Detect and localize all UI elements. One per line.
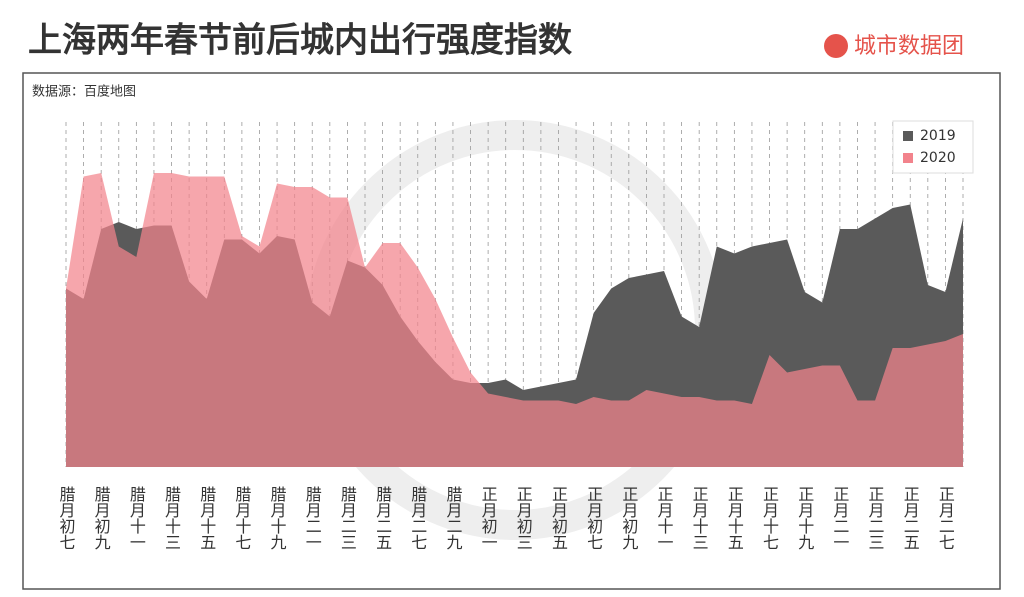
source: 数据源：百度地图: [32, 84, 136, 100]
x-tick-label: 腊月初九: [92, 486, 111, 550]
x-tick-label: 正月十五: [725, 486, 744, 550]
x-tick-label: 腊月二五: [373, 486, 392, 550]
x-tick-label: 腊月二七: [408, 486, 427, 550]
area: [66, 173, 963, 467]
legend-swatch: [903, 131, 913, 141]
legend-label: 2019: [920, 128, 956, 144]
legend-box: [892, 120, 974, 174]
x-tick-label: 正月初七: [584, 486, 603, 550]
x-tick-label: 腊月二一: [303, 486, 322, 550]
x-tick-label: 正月二三: [866, 486, 885, 550]
frame: [22, 72, 1001, 590]
x-tick-label: 腊月十七: [232, 486, 251, 550]
title: 上海两年春节前后城内出行强度指数: [28, 21, 572, 61]
x-tick-label: 正月初九: [619, 486, 638, 550]
x-tick-label: 正月二五: [901, 486, 920, 550]
x-tick-label: 腊月十九: [268, 486, 287, 550]
x-tick-label: 腊月初七: [57, 486, 76, 550]
x-tick-label: 腊月十五: [197, 486, 216, 550]
legend-swatch: [903, 153, 913, 163]
x-tick-label: 正月初五: [549, 486, 568, 550]
x-tick-label: 正月二七: [936, 486, 955, 550]
x-tick-label: 正月十三: [690, 486, 709, 550]
x-tick-label: 正月初三: [514, 486, 533, 550]
x-tick-label: 腊月二九: [443, 486, 462, 550]
x-tick-label: 正月十一: [655, 486, 674, 550]
x-tick-label: 腊月十三: [162, 486, 181, 550]
x-tick-label: 腊月二三: [338, 486, 357, 550]
x-tick-label: 正月二一: [830, 486, 849, 550]
brand: 城市数据团: [854, 34, 964, 59]
legend: 2019 2020: [892, 120, 974, 174]
x-tick-label: 正月十九: [795, 486, 814, 550]
x-tick-label: 正月初一: [479, 486, 498, 550]
logo-icon: [824, 34, 848, 58]
x-tick-label: 腊月十一: [127, 486, 146, 550]
legend-label: 2020: [920, 150, 956, 166]
x-tick-label: 正月十七: [760, 486, 779, 550]
